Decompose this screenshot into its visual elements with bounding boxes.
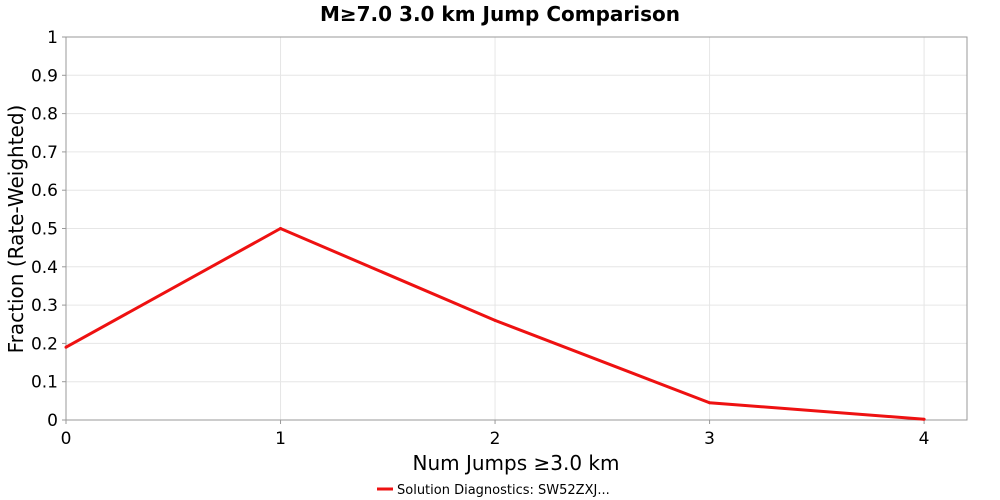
legend: Solution Diagnostics: SW52ZXJ... bbox=[377, 483, 610, 498]
x-tick-label: 2 bbox=[490, 429, 501, 449]
y-tick-label: 0.6 bbox=[31, 181, 58, 201]
x-tick-label: 0 bbox=[61, 429, 72, 449]
y-axis-ticks: 0 0.1 0.2 0.3 0.4 0.5 0.6 0.7 0.8 0.9 1 bbox=[31, 28, 66, 431]
data-point bbox=[64, 345, 68, 349]
x-axis-ticks: 0 1 2 3 4 bbox=[61, 420, 930, 449]
y-tick-label: 0.3 bbox=[31, 296, 58, 316]
y-tick-label: 0.9 bbox=[31, 66, 58, 86]
grid bbox=[65, 36, 967, 421]
x-tick-label: 1 bbox=[275, 429, 286, 449]
legend-entry-label: Solution Diagnostics: SW52ZXJ... bbox=[397, 483, 610, 498]
y-tick-label: 1 bbox=[47, 28, 58, 48]
y-tick-label: 0.4 bbox=[31, 258, 58, 278]
y-tick-label: 0.5 bbox=[31, 220, 58, 240]
x-axis-label: Num Jumps ≥3.0 km bbox=[413, 451, 620, 475]
x-tick-label: 4 bbox=[919, 429, 930, 449]
chart-title: M≥7.0 3.0 km Jump Comparison bbox=[320, 2, 680, 26]
y-tick-label: 0.8 bbox=[31, 105, 58, 125]
y-axis-label: Fraction (Rate-Weighted) bbox=[4, 105, 28, 354]
data-point bbox=[279, 227, 283, 230]
y-tick-label: 0 bbox=[47, 411, 58, 431]
data-point bbox=[922, 417, 926, 421]
data-point bbox=[493, 318, 497, 322]
data-point bbox=[708, 401, 712, 405]
y-tick-label: 0.7 bbox=[31, 143, 58, 163]
x-tick-label: 3 bbox=[704, 429, 715, 449]
series-layer bbox=[64, 226, 926, 421]
y-tick-label: 0.1 bbox=[31, 373, 58, 393]
y-tick-label: 0.2 bbox=[31, 334, 58, 354]
